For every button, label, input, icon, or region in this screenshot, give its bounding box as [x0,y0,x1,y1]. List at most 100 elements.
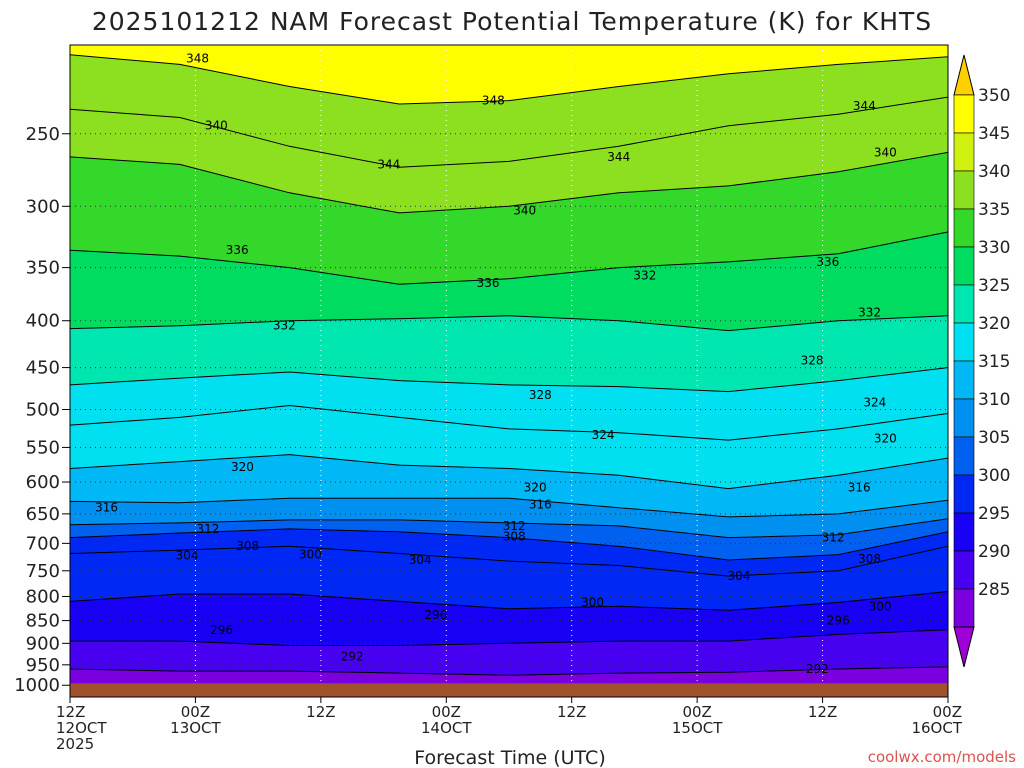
colorbar: 285 290 295 300 305 310 315 320 325 330 335 340 345 3… [953,54,1010,668]
band-320 [70,405,948,489]
x-tick-label-5-0: 00Z [682,703,711,721]
band-312 [70,498,948,538]
band-336 [70,152,948,285]
contour-label-31: 304 [409,553,432,567]
colorbar-seg-7 [953,360,975,400]
contour-label-27: 312 [822,531,845,545]
x-tick-label-3-0: 00Z [432,703,461,721]
contour-label-7: 340 [513,203,536,217]
colorbar-label-295: 295 [978,504,1010,524]
colorbar-seg-4 [953,474,975,514]
contour-label-34: 300 [581,595,604,609]
contour-label-20: 320 [524,480,547,494]
contour-label-19: 320 [231,460,254,474]
colorbar-seg-13 [953,132,975,172]
contour-label-10: 336 [477,276,500,290]
contour-line-292 [70,666,948,676]
credit-text: coolwx.com/models [868,748,1016,766]
contour-label-5: 344 [607,150,630,164]
colorbar-seg-8 [953,322,975,362]
band-308 [70,518,948,560]
colorbar-label-310: 310 [978,390,1010,410]
band-top [70,45,948,104]
band-316 [70,454,948,517]
contour-label-33: 304 [727,569,750,583]
plot-frame [69,44,949,698]
colorbar-label-330: 330 [978,238,1010,258]
y-tick-label-350: 350 [26,258,60,279]
y-tick-label-950: 950 [26,655,60,676]
contour-label-28: 308 [236,539,259,553]
colorbar-label-345: 345 [978,124,1010,144]
y-tick-label-300: 300 [26,196,60,217]
x-tick-label-6-0: 12Z [808,703,837,721]
x-tick-label-1-1: 13OCT [170,719,221,737]
colorbar-label-350: 350 [978,86,1010,106]
colorbar-bottom-arrow [953,626,975,668]
contour-line-340 [70,151,948,214]
contour-label-30: 300 [299,548,322,562]
y-tick-label-700: 700 [26,533,60,554]
colorbar-seg-10 [953,246,975,286]
contour-label-6: 340 [874,145,897,159]
contour-label-22: 316 [95,501,118,515]
contour-label-37: 296 [210,623,233,637]
contour-label-3: 340 [205,119,228,133]
contour-label-9: 336 [816,255,839,269]
x-tick-label-2-0: 12Z [306,703,335,721]
contour-label-0: 348 [186,52,209,66]
y-tick-label-800: 800 [26,586,60,607]
contour-label-23: 316 [529,498,552,512]
ground-surface [70,683,948,697]
contour-line-296 [70,629,948,646]
contour-label-40: 292 [806,662,829,676]
band-344 [70,54,948,168]
contour-line-304 [70,545,948,577]
contour-label-14: 328 [801,353,824,367]
y-tick-label-400: 400 [26,311,60,332]
y-tick-label-500: 500 [26,400,60,421]
contour-label-24: 312 [503,519,526,533]
x-tick-label-4-0: 12Z [557,703,586,721]
colorbar-label-320: 320 [978,314,1010,334]
contour-line-320 [70,454,948,490]
contour-label-2: 344 [853,99,876,113]
contour-label-25: 312 [197,522,220,536]
contour-label-16: 324 [863,395,886,409]
contour-label-38: 296 [827,614,850,628]
contour-label-32: 308 [858,552,881,566]
contour-label-29: 304 [176,549,199,563]
colorbar-seg-3 [953,512,975,552]
y-tick-label-600: 600 [26,472,60,493]
contour-line-344 [70,96,948,168]
x-tick-label-7-1: 16OCT [911,719,962,737]
x-axis-label: Forecast Time (UTC) [414,747,605,768]
colorbar-seg-14 [953,94,975,134]
contour-label-17: 324 [592,428,615,442]
colorbar-label-315: 315 [978,352,1010,372]
contour-label-26: 308 [503,529,526,543]
colorbar-label-285: 285 [978,580,1010,600]
y-tick-label-1000: 1000 [14,675,60,696]
contour-line-324 [70,404,948,441]
colorbar-seg-5 [953,436,975,476]
contour-label-12: 332 [858,306,881,320]
colorbar-seg-9 [953,284,975,324]
contour-labels: 348 348 344 340 344 344 340 340 336 336 336 332 332 3… [95,52,897,676]
colorbar-seg-6 [953,398,975,438]
band-296 [70,591,948,646]
contour-line-348 [70,54,948,105]
band-332 [70,232,948,331]
contour-label-4: 344 [377,157,400,171]
colorbar-top-arrow [953,54,975,96]
filled-contours [70,45,948,697]
contour-label-35: 300 [869,599,892,613]
colorbar-seg-12 [953,170,975,210]
y-tick-label-850: 850 [26,611,60,632]
contour-label-39: 292 [341,649,364,663]
grid-lines [70,45,948,697]
colorbar-seg-11 [953,208,975,248]
colorbar-label-340: 340 [978,162,1010,182]
